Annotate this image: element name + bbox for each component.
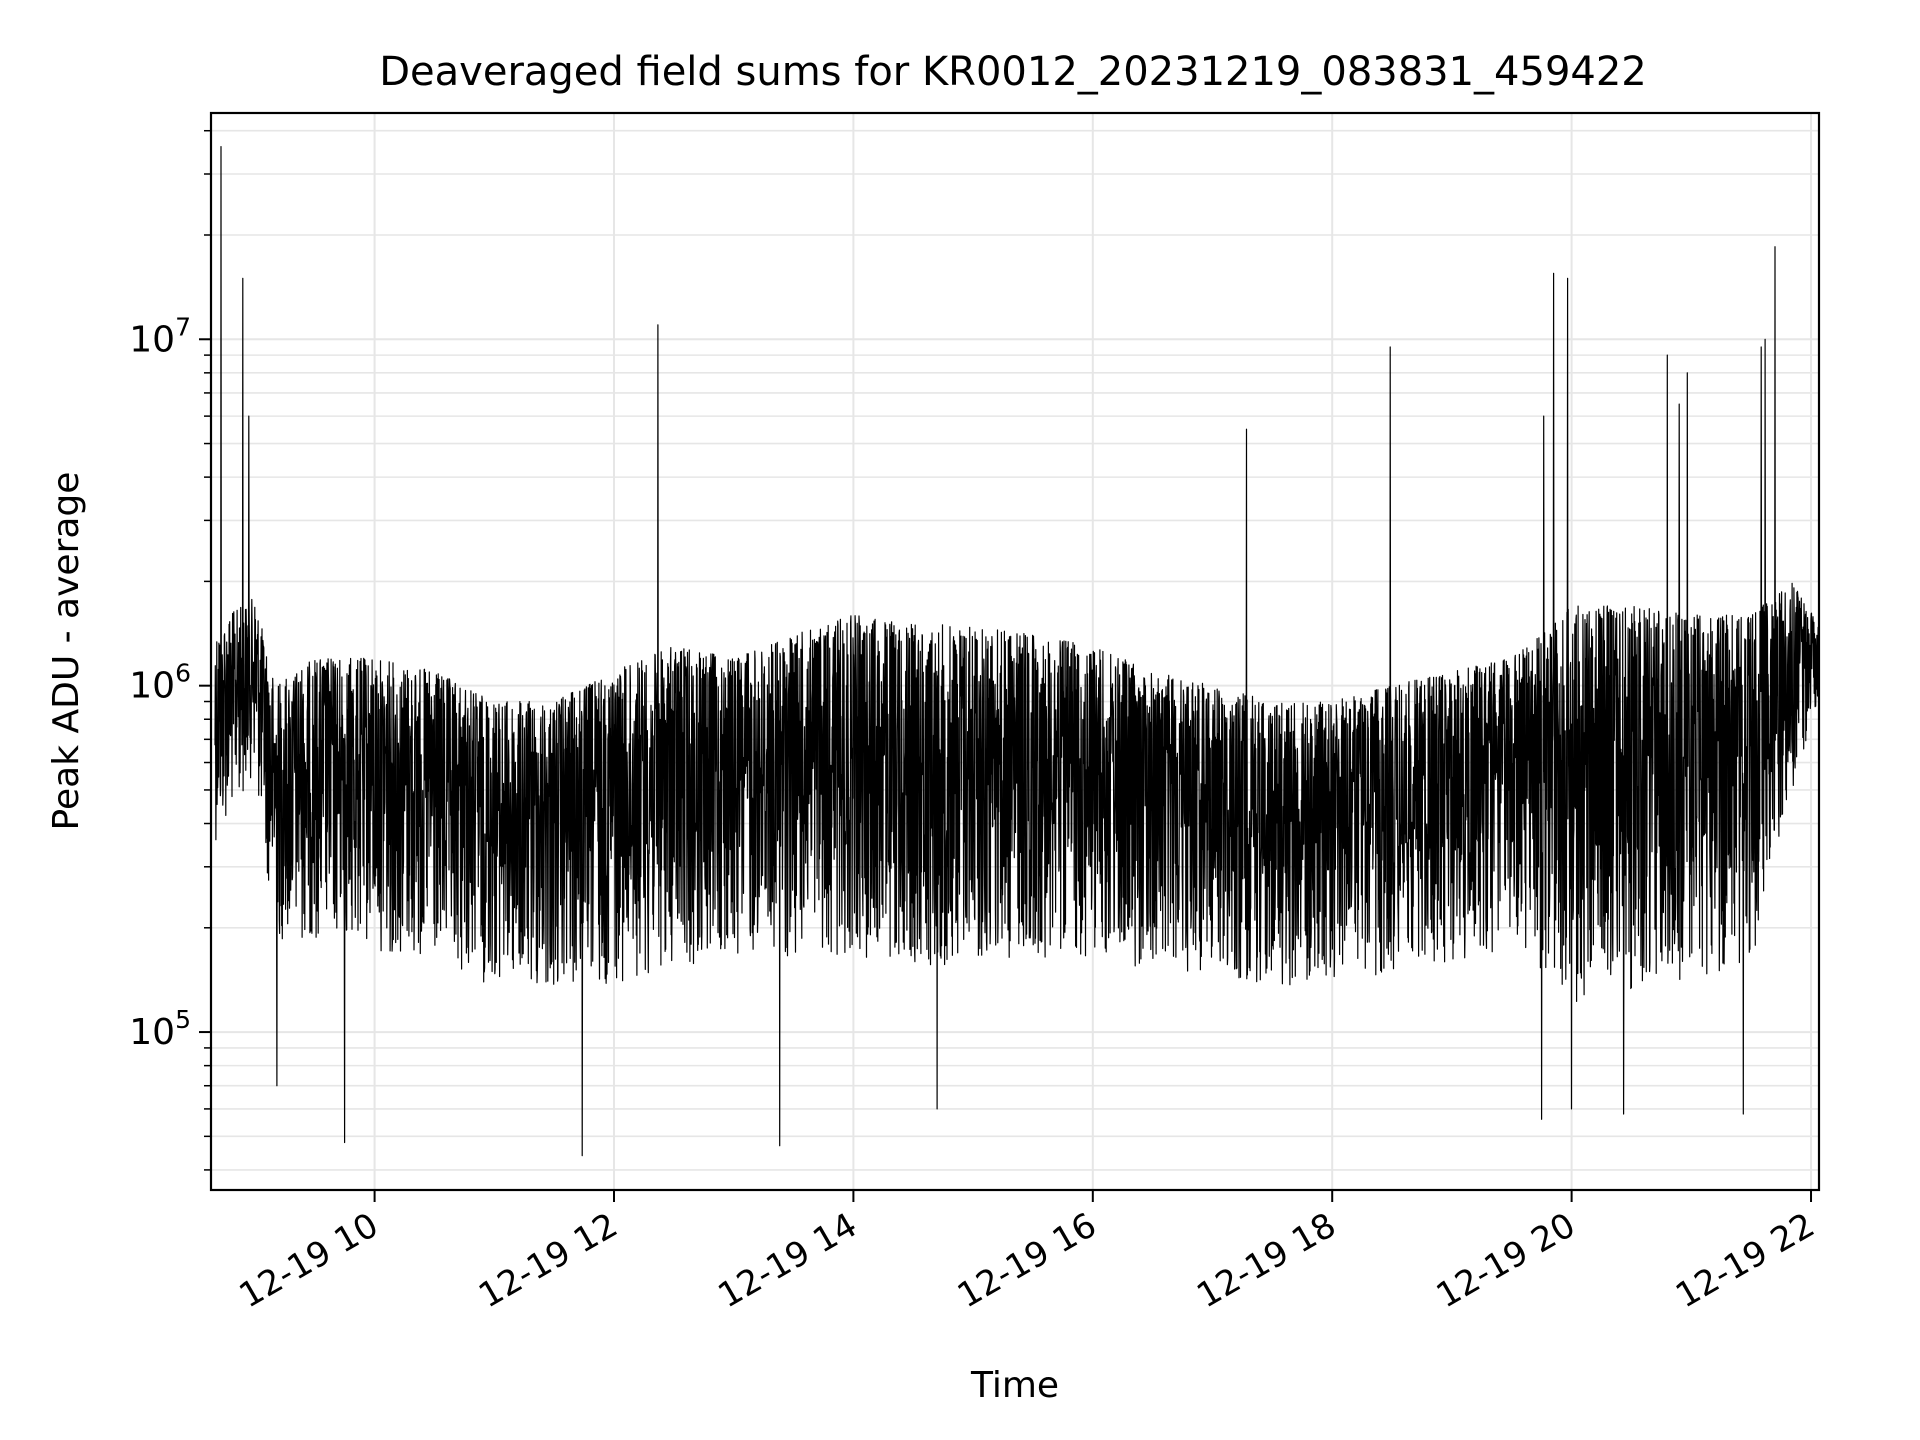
x-axis: 12-19 10 12-19 12 12-19 14 12-19 16 12-19 18… — [233, 1190, 1822, 1316]
series-line — [214, 146, 1819, 1157]
x-tick-label: 12-19 18 — [1190, 1205, 1342, 1316]
plot-frame — [209, 111, 1821, 1192]
x-tick-label: 12-19 12 — [472, 1205, 624, 1316]
x-axis-label: Time — [970, 1365, 1059, 1406]
plot-area — [214, 146, 1819, 1157]
x-tick-label: 12-19 22 — [1669, 1205, 1821, 1316]
x-tick-label: 12-19 20 — [1430, 1205, 1582, 1316]
chart-title: Deaveraged field sums for KR0012_2023121… — [379, 49, 1647, 95]
y-tick-label: 105 — [129, 1005, 191, 1053]
x-tick-label: 12-19 10 — [233, 1205, 385, 1316]
x-tick-label: 12-19 16 — [951, 1205, 1103, 1316]
y-tick-label: 106 — [129, 659, 191, 707]
y-tick-label: 107 — [129, 312, 191, 360]
y-axis: 105 106 107 — [129, 129, 211, 1171]
y-axis-label: Peak ADU - average — [46, 472, 87, 831]
x-tick-label: 12-19 14 — [712, 1205, 864, 1316]
